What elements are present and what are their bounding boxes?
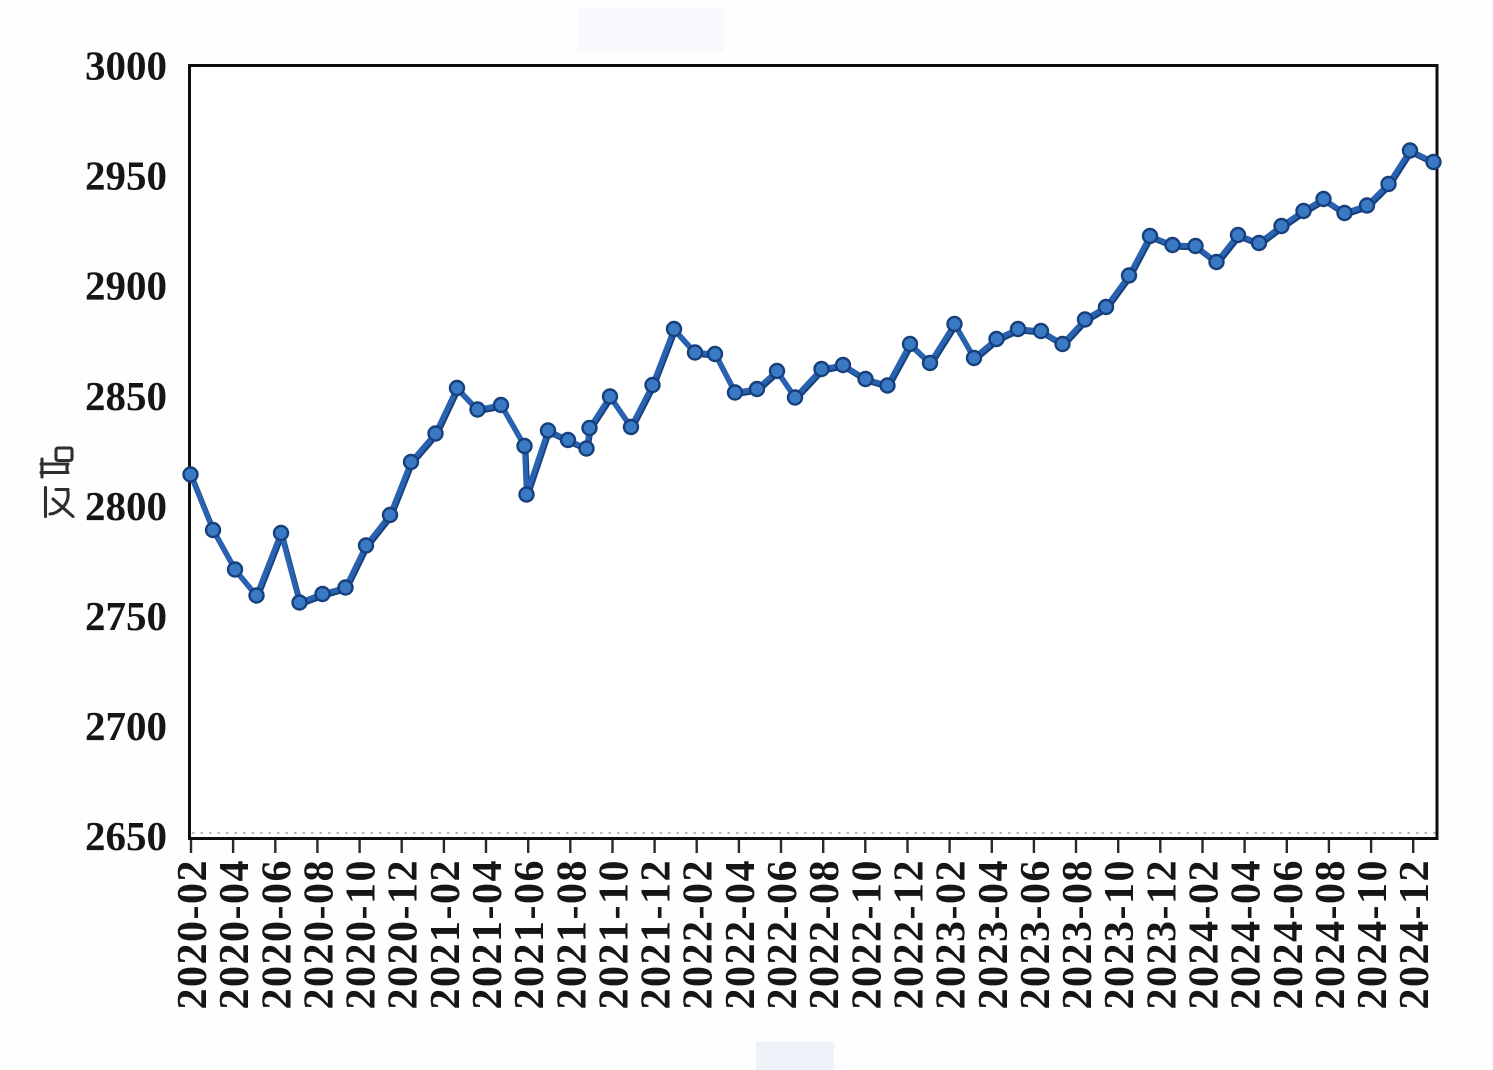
svg-text:2024-02: 2024-02 [1182, 859, 1228, 1010]
svg-text:2024-06: 2024-06 [1266, 859, 1312, 1010]
svg-text:2022-08: 2022-08 [802, 859, 848, 1010]
svg-text:2021-12: 2021-12 [634, 859, 680, 1010]
svg-text:2950: 2950 [85, 153, 167, 199]
svg-text:2021-04: 2021-04 [465, 859, 511, 1010]
svg-text:2023-06: 2023-06 [1013, 859, 1059, 1010]
svg-text:2021-02: 2021-02 [423, 859, 469, 1010]
svg-text:2020-04: 2020-04 [212, 859, 258, 1010]
svg-text:2900: 2900 [85, 263, 167, 309]
svg-text:2023-04: 2023-04 [971, 859, 1017, 1010]
svg-text:2021-06: 2021-06 [507, 859, 553, 1010]
svg-text:2022-10: 2022-10 [844, 859, 890, 1010]
svg-text:2022-02: 2022-02 [676, 859, 722, 1010]
svg-text:2020-10: 2020-10 [339, 859, 385, 1010]
svg-text:2020-06: 2020-06 [254, 859, 300, 1010]
svg-text:2800: 2800 [85, 483, 167, 529]
svg-text:2021-10: 2021-10 [592, 859, 638, 1010]
svg-text:2024-12: 2024-12 [1392, 859, 1438, 1010]
svg-text:2850: 2850 [85, 373, 167, 419]
svg-text:2022-12: 2022-12 [887, 859, 933, 1010]
svg-text:2021-08: 2021-08 [549, 859, 595, 1010]
svg-text:2022-04: 2022-04 [718, 859, 764, 1010]
svg-text:2023-02: 2023-02 [929, 859, 975, 1010]
svg-text:2020-12: 2020-12 [381, 859, 427, 1010]
svg-text:2700: 2700 [85, 703, 167, 749]
svg-text:2023-12: 2023-12 [1139, 859, 1185, 1010]
svg-text:2024-04: 2024-04 [1224, 859, 1270, 1010]
svg-text:2024-08: 2024-08 [1308, 859, 1354, 1010]
svg-text:2023-08: 2023-08 [1055, 859, 1101, 1010]
svg-text:2750: 2750 [85, 593, 167, 639]
svg-text:2650: 2650 [85, 813, 167, 859]
svg-text:2020-08: 2020-08 [296, 859, 342, 1010]
svg-text:2022-06: 2022-06 [760, 859, 806, 1010]
svg-text:2024-10: 2024-10 [1350, 859, 1396, 1010]
svg-text:2023-10: 2023-10 [1097, 859, 1143, 1010]
svg-text:3000: 3000 [85, 43, 167, 89]
svg-text:2020-02: 2020-02 [170, 859, 216, 1010]
